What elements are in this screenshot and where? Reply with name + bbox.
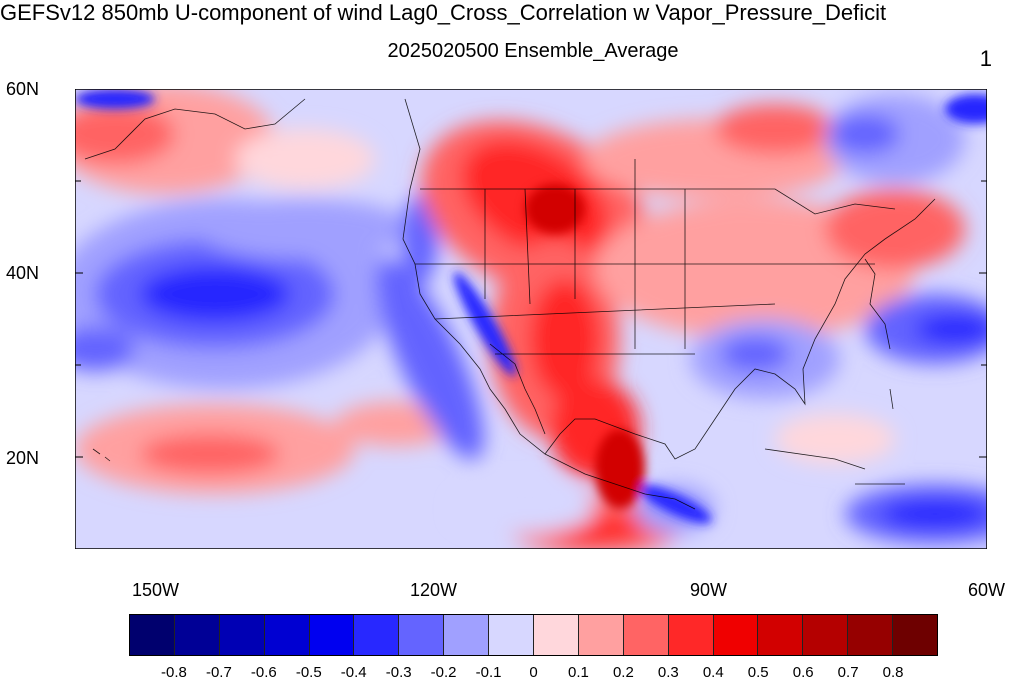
colorbar-label: 0.3 xyxy=(657,664,679,681)
colorbar-label: -0.3 xyxy=(385,664,412,681)
colorbar-label: -0.1 xyxy=(475,664,502,681)
colorbar-box xyxy=(264,615,310,655)
colorbar-box xyxy=(309,615,355,655)
colorbar-box xyxy=(534,615,579,655)
colorbar-box xyxy=(399,615,445,655)
colorbar-box xyxy=(130,615,175,655)
lon-label-60w: 60W xyxy=(968,580,1006,600)
colorbar-box xyxy=(174,615,220,655)
map-subtitle: 2025020500 Ensemble_Average xyxy=(387,40,679,62)
colorbar-label: -0.5 xyxy=(295,664,322,681)
lon-label-90w: 90W xyxy=(690,580,728,600)
colorbar-box xyxy=(623,615,669,655)
colorbar-label: 0.4 xyxy=(702,664,724,681)
colorbar-label: 0.8 xyxy=(882,664,904,681)
lat-label-60n: 60N xyxy=(6,79,40,99)
colorbar-box xyxy=(489,615,535,655)
colorbar-label: 0.1 xyxy=(568,664,589,681)
colorbar-label: 0.2 xyxy=(612,664,634,681)
colorbar-label: -0.2 xyxy=(430,664,457,681)
colorbar-label: -0.6 xyxy=(250,664,277,681)
lat-label-40n: 40N xyxy=(6,263,40,283)
colorbar-label: -0.4 xyxy=(340,664,367,681)
lat-label-20n: 20N xyxy=(6,448,40,468)
panel-number: 1 xyxy=(979,46,992,71)
colorbar-label: 0.6 xyxy=(792,664,814,681)
colorbar-box xyxy=(444,615,490,655)
colorbar-box xyxy=(848,615,894,655)
lon-label-150w: 150W xyxy=(132,580,180,600)
lon-label-120w: 120W xyxy=(410,580,458,600)
colorbar-box xyxy=(578,615,624,655)
colorbar-label: 0.7 xyxy=(837,664,859,681)
colorbar-box xyxy=(668,615,714,655)
colorbar-box xyxy=(713,615,759,655)
colorbar-box xyxy=(758,615,804,655)
correlation-map xyxy=(75,89,987,549)
colorbar-label: -0.8 xyxy=(161,664,187,681)
colorbar-label: -0.7 xyxy=(205,664,232,681)
colorbar-label: 0.5 xyxy=(747,664,769,681)
colorbar xyxy=(129,614,938,656)
colorbar-box xyxy=(354,615,400,655)
colorbar-label: 0 xyxy=(529,664,538,681)
colorbar-box xyxy=(219,615,265,655)
colorbar-box xyxy=(893,615,938,655)
map-title: GEFSv12 850mb U-component of wind Lag0_C… xyxy=(0,0,887,25)
colorbar-box xyxy=(803,615,849,655)
